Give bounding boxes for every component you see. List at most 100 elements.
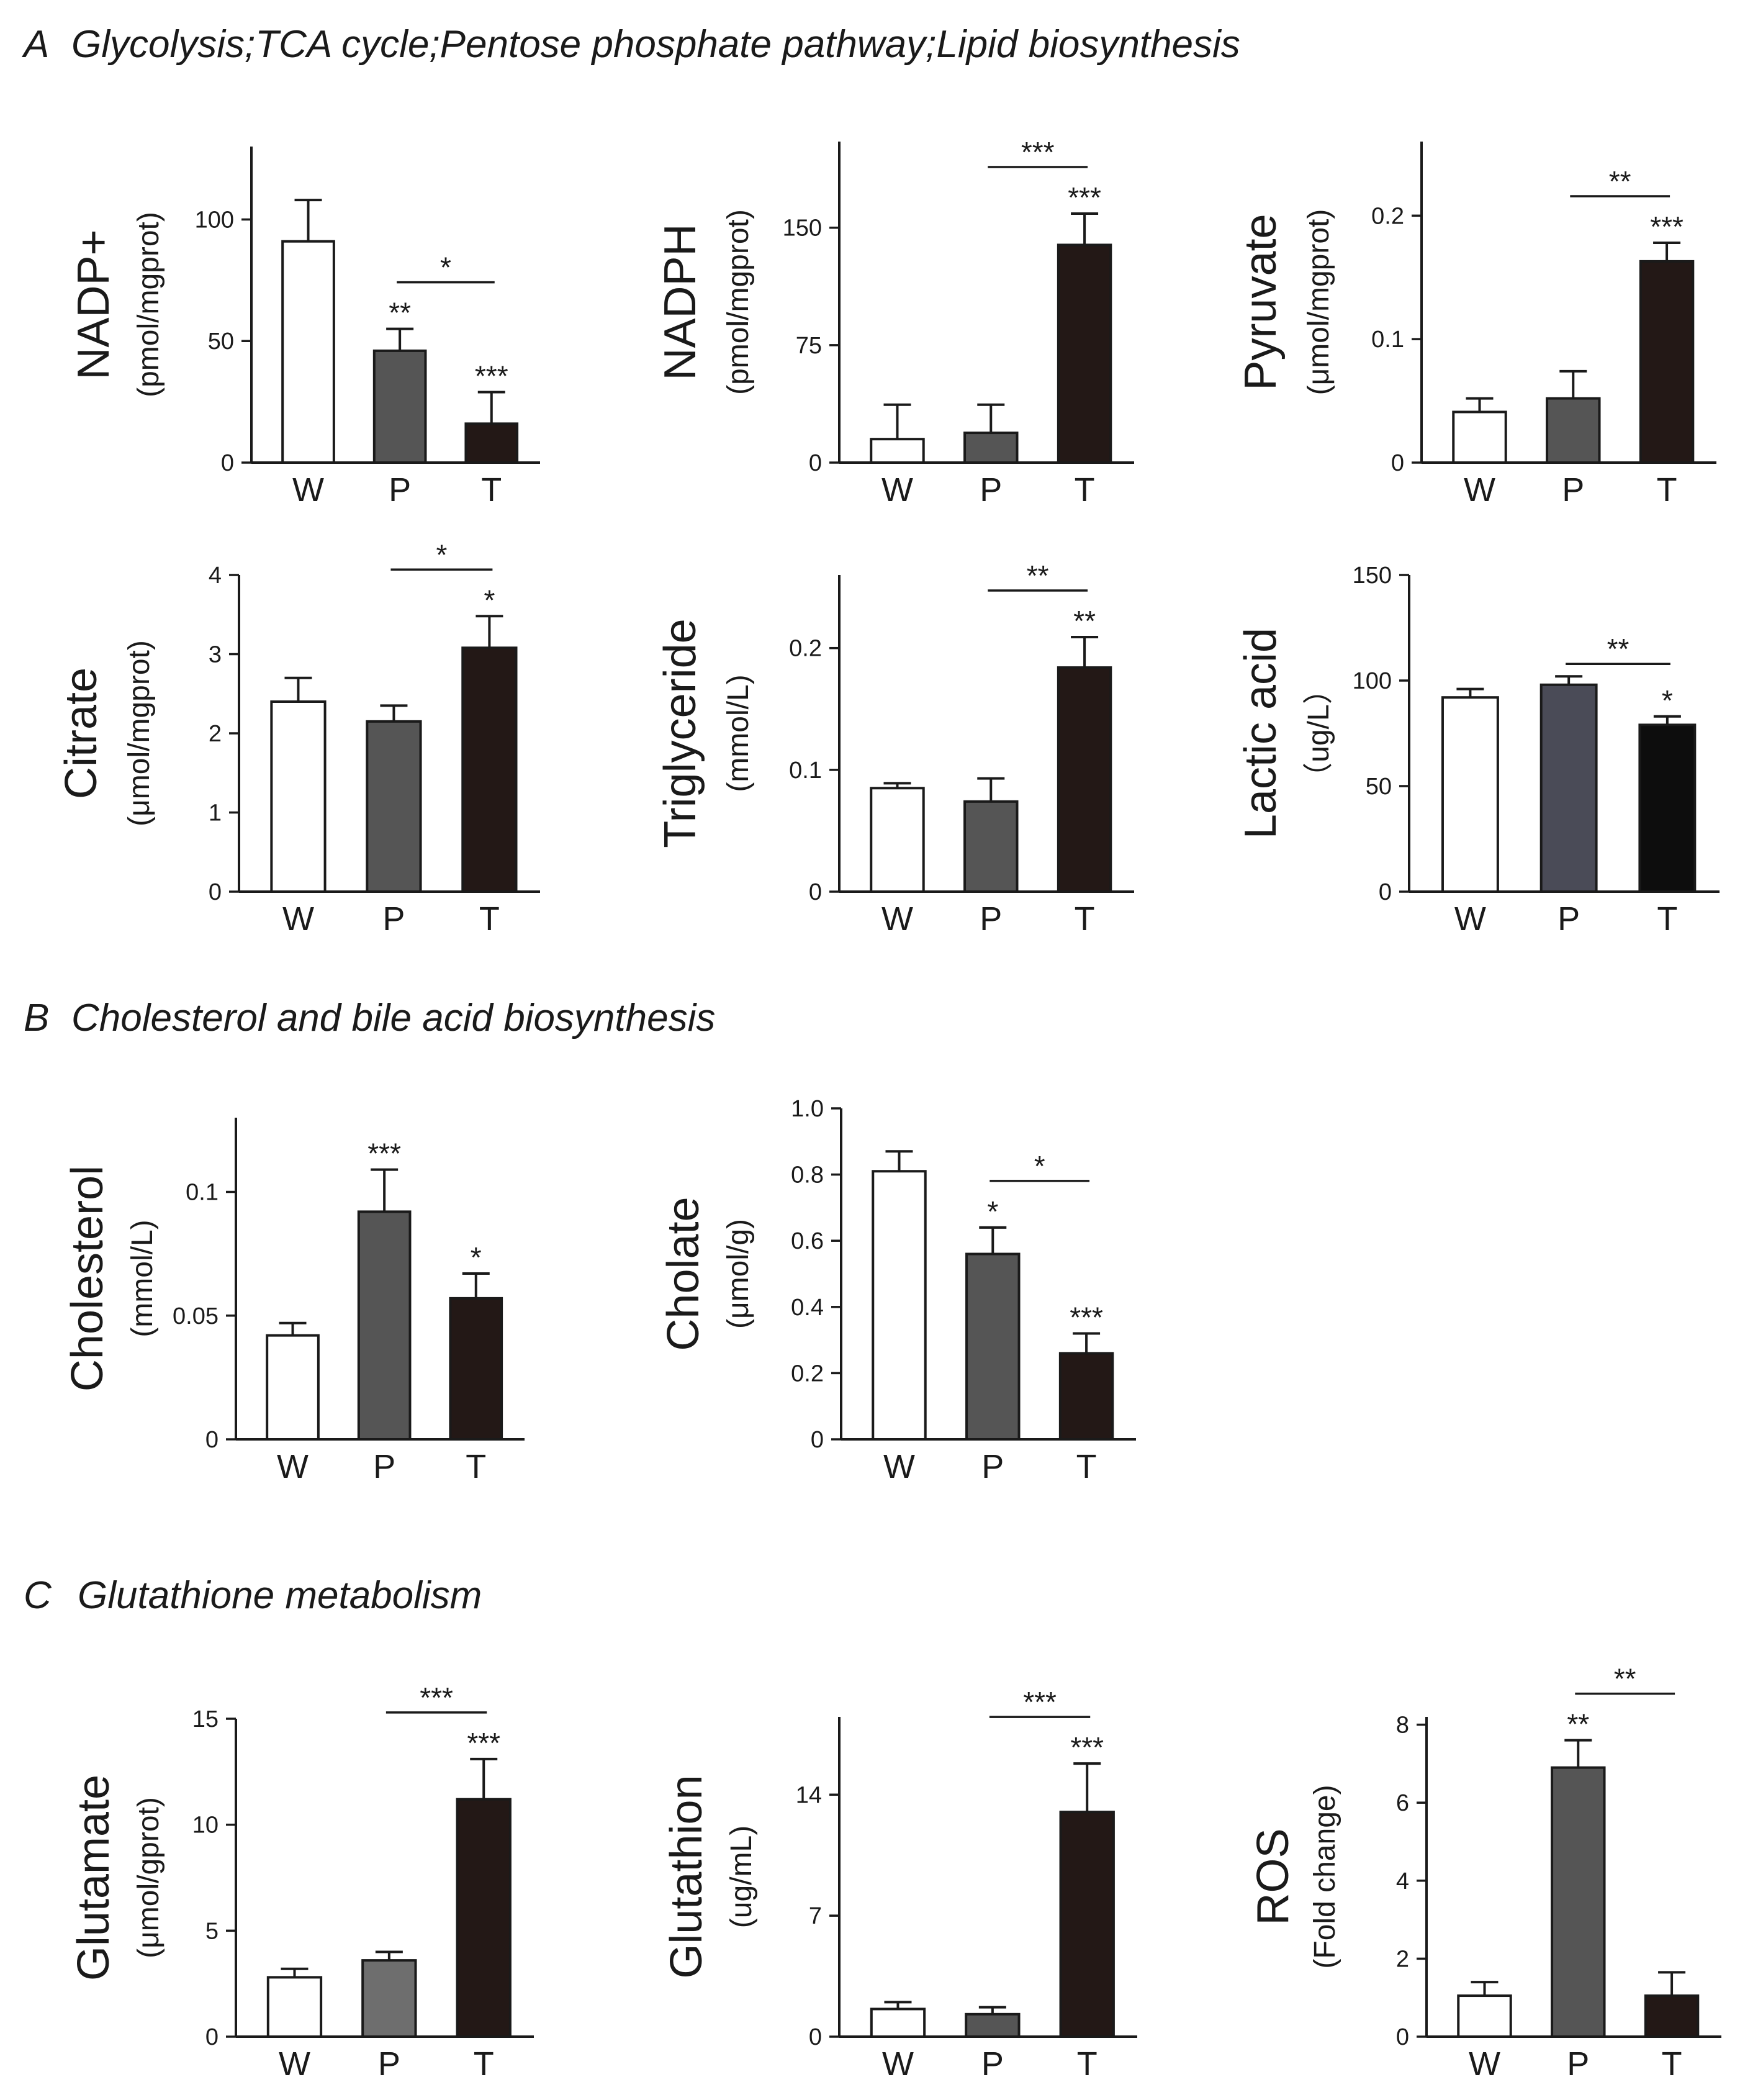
y-tick-label: 0 <box>205 1427 219 1453</box>
y-tick-label: 0 <box>809 2024 822 2050</box>
bar-W <box>281 240 335 464</box>
x-category-label: W <box>1464 471 1495 509</box>
bar-T <box>1638 723 1697 894</box>
x-category-label: T <box>1657 471 1677 509</box>
x-category-label: W <box>1454 900 1486 938</box>
chart-citrate: 0 1 2 3 4 Citrate (μmol/mgprot) W P T * * <box>56 538 540 938</box>
bar-W <box>872 1170 927 1441</box>
bar-P <box>965 1252 1021 1441</box>
bracket-significance: ** <box>1609 165 1631 197</box>
bracket-significance: * <box>436 538 447 571</box>
x-category-label: T <box>466 1448 486 1485</box>
x-category-label: P <box>1567 2045 1589 2083</box>
x-category-label: P <box>378 2045 400 2083</box>
y-tick-label: 0.1 <box>789 758 822 784</box>
y-tick-label: 150 <box>783 215 822 242</box>
x-category-label: P <box>980 471 1002 509</box>
y-axis-unit: (μmol/mgprot) <box>1302 209 1335 396</box>
bracket-significance: ** <box>1607 633 1630 665</box>
y-tick-label: 8 <box>1396 1713 1409 1739</box>
bar-W <box>266 1976 323 2039</box>
bar-P <box>1551 1766 1606 2038</box>
y-tick-label: 0 <box>1379 879 1392 905</box>
y-tick-label: 10 <box>192 1813 219 1839</box>
y-axis-title: Citrate <box>56 668 106 799</box>
y-tick-label: 0 <box>809 450 822 476</box>
x-category-label: T <box>481 471 502 509</box>
significance-marker: * <box>987 1195 998 1228</box>
x-category-label: T <box>479 900 500 938</box>
section-b-letter: B <box>24 997 49 1039</box>
section-a-title: Glycolysis;TCA cycle;Pentose phosphate p… <box>71 23 1240 66</box>
y-tick-label: 1 <box>209 800 222 826</box>
y-axis-title: Lactic acid <box>1236 628 1286 839</box>
bracket-significance: ** <box>1027 559 1049 592</box>
x-category-label: T <box>1076 1448 1097 1485</box>
y-tick-label: 15 <box>192 1706 219 1732</box>
bar-W <box>870 2007 926 2039</box>
y-tick-label: 75 <box>796 333 822 359</box>
x-category-label: T <box>1662 2045 1682 2083</box>
significance-marker: ** <box>1073 605 1096 637</box>
bar-T <box>456 1798 512 2039</box>
section-c-heading: C Glutathione metabolism <box>24 1574 482 1617</box>
x-category-label: P <box>1557 900 1580 938</box>
bracket-significance: *** <box>1023 1686 1057 1718</box>
y-tick-label: 0 <box>809 879 822 905</box>
x-category-label: W <box>883 1448 915 1485</box>
bar-W <box>270 700 327 893</box>
bar-P <box>963 432 1019 464</box>
x-category-label: T <box>474 2045 494 2083</box>
bar-T <box>1057 243 1112 464</box>
x-category-label: T <box>1657 900 1677 938</box>
y-axis-unit: (mmol/L) <box>722 674 755 792</box>
y-axis-unit: (mmol/L) <box>126 1220 159 1337</box>
y-tick-label: 2 <box>1396 1946 1409 1972</box>
bar-P <box>357 1210 412 1441</box>
bar-T <box>1059 1811 1115 2039</box>
bar-W <box>1441 696 1499 893</box>
y-axis-title: Pyruvate <box>1236 214 1286 390</box>
y-axis-unit: (μmol/mgprot) <box>123 640 156 826</box>
y-tick-label: 0.1 <box>1371 327 1404 353</box>
bar-W <box>870 438 925 464</box>
x-category-label: W <box>282 900 314 938</box>
chart-glutamate: 0 5 10 15 Glutamate (μmol/gprot) W P T *** *** <box>69 1681 534 2083</box>
y-tick-label: 0 <box>221 450 234 476</box>
y-axis-unit: (μmol/g) <box>722 1219 755 1329</box>
significance-marker: *** <box>1070 1301 1103 1333</box>
section-b-title: Cholesterol and bile acid biosynthesis <box>71 997 715 1039</box>
y-axis-unit: (ug/mL) <box>725 1826 758 1928</box>
bracket-significance: *** <box>1021 136 1055 168</box>
x-category-label: T <box>1075 471 1095 509</box>
bracket-significance: *** <box>420 1681 453 1714</box>
y-tick-label: 3 <box>209 642 222 668</box>
y-axis-title: ROS <box>1248 1828 1298 1925</box>
y-tick-label: 0.4 <box>791 1295 824 1321</box>
x-category-label: P <box>1562 471 1584 509</box>
y-tick-label: 0 <box>209 879 222 905</box>
y-axis-title: NADP+ <box>69 229 119 379</box>
significance-marker: * <box>484 584 495 616</box>
y-axis-unit: (μmol/gprot) <box>132 1797 165 1958</box>
chart-nadph: 0 75 150 NADPH (pmol/mgprot) W P T *** *** <box>656 136 1134 509</box>
y-tick-label: 0.05 <box>173 1303 219 1329</box>
y-tick-label: 1.0 <box>791 1096 824 1122</box>
y-tick-label: 0.2 <box>789 636 822 662</box>
chart-cholesterol: 0 0.05 0.1 Cholesterol (mmol/L) W P *** T * <box>63 1118 525 1485</box>
y-tick-label: 50 <box>1366 774 1392 800</box>
bar-P <box>366 720 422 893</box>
y-axis-title: Glutamate <box>69 1775 119 1981</box>
bar-T <box>1057 666 1112 893</box>
x-category-label: P <box>382 900 405 938</box>
y-tick-label: 5 <box>205 1918 219 1944</box>
significance-marker: * <box>1662 684 1673 717</box>
y-tick-label: 0 <box>811 1427 824 1453</box>
bar-T <box>449 1297 503 1441</box>
y-tick-label: 4 <box>209 563 222 589</box>
significance-marker: *** <box>367 1138 401 1170</box>
y-tick-label: 100 <box>195 207 234 233</box>
